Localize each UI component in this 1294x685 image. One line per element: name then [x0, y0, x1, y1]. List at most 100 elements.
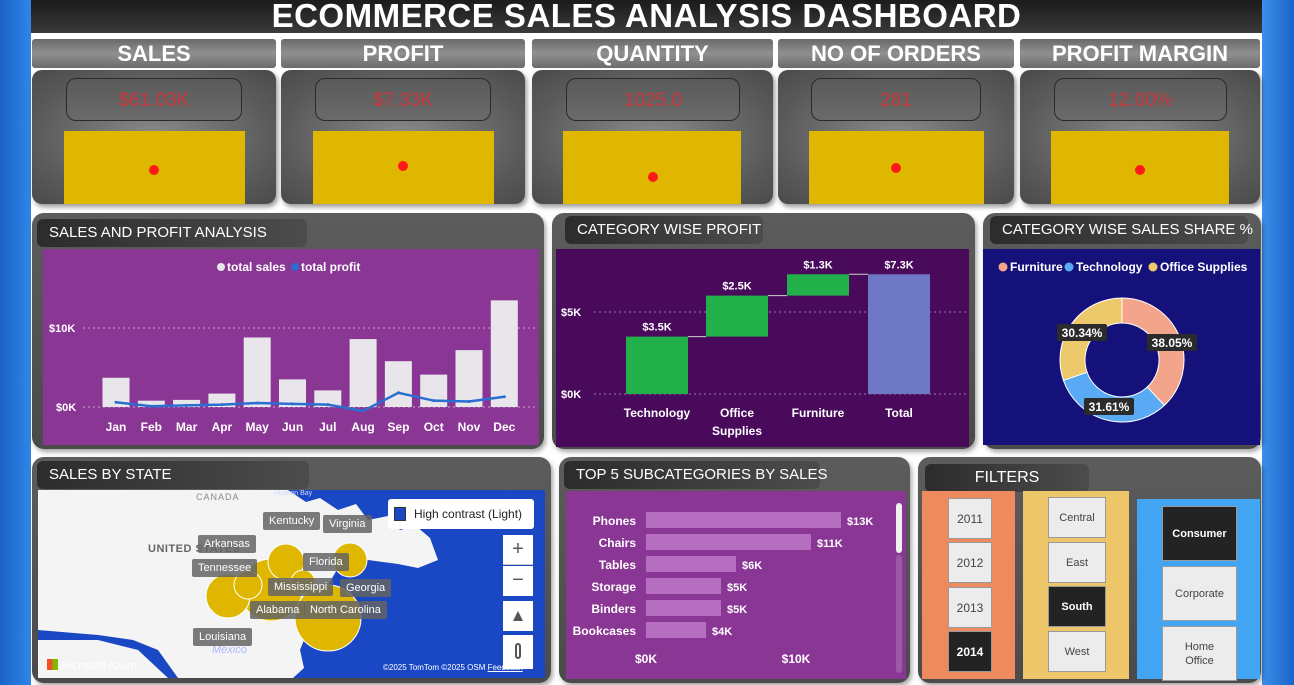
compass-button[interactable]	[503, 635, 533, 669]
x-tick-label-apr: Apr	[212, 420, 233, 434]
sales-share-chart[interactable]: Furniture Technology Office Supplies 38.05…	[983, 249, 1260, 445]
profit-point-feb[interactable]	[149, 404, 153, 408]
kpi-value-sales: $61.03K	[66, 78, 242, 121]
profit-data-label-total: $7.3K	[884, 259, 913, 271]
legend-profit-marker	[291, 263, 299, 271]
region-option-west[interactable]: West	[1048, 631, 1106, 672]
region-option-south[interactable]: South	[1048, 586, 1106, 627]
zoom-out-button[interactable]: −	[503, 566, 533, 596]
sales-bar-feb[interactable]	[137, 400, 165, 407]
state-label-virginia[interactable]: Virginia	[323, 515, 372, 533]
kpi-card-profit-margin[interactable]: 12.00%	[1020, 70, 1260, 204]
kpi-value-profit: $7.33K	[315, 78, 491, 121]
profit-point-dec[interactable]	[502, 395, 506, 399]
profit-bar-furniture[interactable]	[787, 274, 849, 296]
region-option-central[interactable]: Central	[1048, 497, 1106, 538]
zoom-out-icon: −	[512, 569, 524, 591]
profit-bar-office-supplies[interactable]	[706, 295, 768, 337]
state-label-north-carolina[interactable]: North Carolina	[304, 601, 387, 619]
sales-bar-nov[interactable]	[455, 350, 483, 407]
state-label-tennessee[interactable]: Tennessee	[192, 559, 258, 577]
legend-label-furniture: Furniture	[1010, 260, 1063, 274]
state-label-kentucky[interactable]: Kentucky	[263, 512, 321, 530]
profit-point-oct[interactable]	[432, 399, 436, 403]
subcategory-bar-chairs[interactable]	[646, 534, 811, 550]
state-label-mississippi[interactable]: Mississippi	[268, 578, 334, 596]
slice-label-office-supplies: 30.34%	[1062, 326, 1103, 340]
state-label-florida[interactable]: Florida	[303, 553, 349, 571]
category-profit-title: CATEGORY WISE PROFIT	[565, 216, 763, 244]
state-label-georgia[interactable]: Georgia	[340, 579, 392, 597]
state-label-arkansas[interactable]: Arkansas	[198, 535, 256, 553]
subcategory-bar-phones[interactable]	[646, 512, 841, 528]
profit-point-apr[interactable]	[220, 403, 224, 407]
profit-line[interactable]	[115, 391, 505, 413]
state-map[interactable]: CANADA Hudson Bay UNITED STATES Mexico K…	[38, 490, 545, 678]
sales-bar-jul[interactable]	[314, 390, 342, 407]
kpi-card-profit[interactable]: $7.33K	[281, 70, 525, 204]
legend-label-office-supplies: Office Supplies	[1160, 260, 1248, 274]
subcategory-bar-tables[interactable]	[646, 556, 736, 572]
state-label-alabama[interactable]: Alabama	[250, 601, 306, 619]
kpi-value-no-of-orders: 281	[811, 78, 981, 121]
zoom-in-button[interactable]: +	[503, 535, 533, 565]
sales-bar-may[interactable]	[243, 337, 271, 407]
sales-share-title: CATEGORY WISE SALES SHARE %	[990, 216, 1253, 244]
subcategory-bar-bookcases[interactable]	[646, 622, 706, 638]
profit-bar-total[interactable]	[868, 274, 930, 394]
azure-attribution: Microsoft Azure	[47, 659, 137, 672]
map-style-label: High contrast (Light)	[414, 507, 523, 521]
profit-point-jan[interactable]	[114, 400, 118, 404]
kpi-marker	[648, 172, 658, 182]
x-tick-label-may: May	[246, 420, 270, 434]
year-option-2011[interactable]: 2011	[948, 498, 992, 539]
year-option-2012[interactable]: 2012	[948, 542, 992, 583]
legend-marker-furniture	[998, 262, 1008, 272]
slice-label-bg	[1057, 324, 1107, 341]
year-option-2013[interactable]: 2013	[948, 587, 992, 628]
tilt-button[interactable]	[503, 601, 533, 631]
kpi-card-no-of-orders[interactable]: 281	[778, 70, 1014, 204]
subcategory-bar-storage[interactable]	[646, 578, 721, 594]
profit-bar-technology[interactable]	[626, 336, 688, 394]
subcategory-label-chairs: Chairs	[599, 536, 637, 550]
sales-profit-chart[interactable]: total sales total profit Jan Feb Mar Apr May J…	[43, 249, 539, 445]
sales-share-legend[interactable]: Furniture Technology Office Supplies	[998, 260, 1248, 274]
kpi-label-profit-margin: PROFIT MARGIN	[1020, 39, 1260, 68]
x-tick-label-jul: Jul	[319, 420, 336, 434]
legend-sales-label: total sales	[227, 260, 286, 274]
sales-bar-mar[interactable]	[173, 399, 201, 407]
region-option-east[interactable]: East	[1048, 542, 1106, 583]
subcategory-bar-binders[interactable]	[646, 600, 721, 616]
category-profit-chart[interactable]: $3.5K $2.5K $1.3K $7.3K Technology Office Sup…	[556, 249, 969, 447]
profit-point-may[interactable]	[255, 401, 259, 405]
profit-point-nov[interactable]	[467, 399, 471, 403]
subcategories-scrollbar[interactable]	[896, 503, 902, 553]
sales-bar-aug[interactable]	[349, 339, 377, 407]
profit-point-mar[interactable]	[185, 403, 189, 407]
sales-bar-dec[interactable]	[490, 300, 518, 407]
profit-point-sep[interactable]	[396, 391, 400, 395]
kpi-card-sales[interactable]: $61.03K	[32, 70, 276, 204]
x-tick-label-feb: Feb	[141, 420, 162, 434]
profit-point-jun[interactable]	[291, 402, 294, 406]
kpi-card-quantity[interactable]: 1025.0	[532, 70, 773, 204]
year-option-2014[interactable]: 2014	[948, 631, 992, 672]
x-tick-label-furniture: Furniture	[792, 406, 845, 420]
segment-option-corporate[interactable]: Corporate	[1162, 566, 1237, 621]
map-style-button[interactable]: High contrast (Light)	[388, 499, 534, 529]
segment-option-consumer[interactable]: Consumer	[1162, 506, 1237, 561]
profit-point-aug[interactable]	[361, 409, 365, 413]
state-label-louisiana[interactable]: Louisiana	[193, 628, 253, 646]
subcategories-chart[interactable]: Phones $13K Chairs $11K Tables $6K Storage $5K B…	[566, 491, 906, 679]
slice-furniture[interactable]	[1121, 297, 1185, 407]
subcategories-scroll-track[interactable]	[896, 555, 902, 673]
sales-profit-legend[interactable]: total sales total profit	[217, 260, 360, 274]
subcategory-value-bookcases: $4K	[712, 626, 732, 638]
legend-sales-marker	[217, 263, 225, 271]
segment-option-home-office[interactable]: Home Office	[1162, 626, 1237, 681]
sales-bar-sep[interactable]	[384, 361, 412, 407]
profit-point-jul[interactable]	[326, 403, 330, 407]
feedback-link[interactable]: Feedback	[487, 663, 523, 672]
legend-label-technology: Technology	[1076, 260, 1143, 274]
